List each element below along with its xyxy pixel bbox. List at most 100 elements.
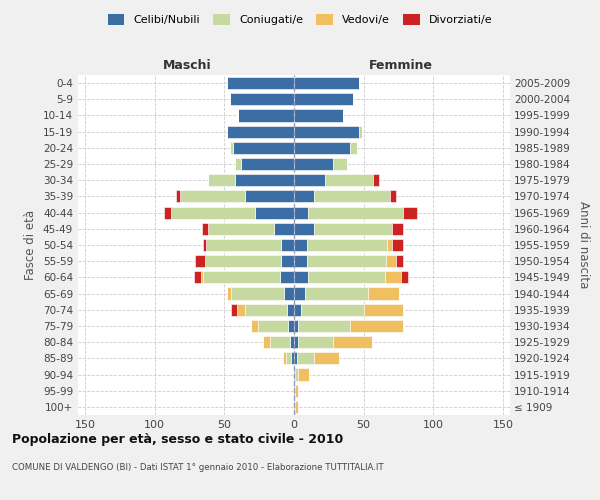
Bar xyxy=(368,288,398,300)
Bar xyxy=(280,272,294,283)
Bar xyxy=(294,77,359,89)
Bar xyxy=(194,272,200,283)
Bar xyxy=(245,190,294,202)
Bar xyxy=(294,93,353,106)
Bar xyxy=(350,142,357,154)
Bar xyxy=(286,352,291,364)
Bar xyxy=(195,255,205,268)
Bar xyxy=(180,190,245,202)
Bar xyxy=(295,384,298,397)
Bar xyxy=(325,174,373,186)
Text: COMUNE DI VALDENGO (BI) - Dati ISTAT 1° gennaio 2010 - Elaborazione TUTTITALIA.I: COMUNE DI VALDENGO (BI) - Dati ISTAT 1° … xyxy=(12,462,383,471)
Bar xyxy=(359,126,362,138)
Bar xyxy=(297,352,314,364)
Bar xyxy=(293,384,294,397)
Bar xyxy=(294,206,308,218)
Bar xyxy=(202,222,208,235)
Bar xyxy=(230,142,233,154)
Bar xyxy=(231,304,237,316)
Bar xyxy=(333,158,347,170)
Bar xyxy=(298,368,310,380)
Bar xyxy=(227,77,294,89)
Bar xyxy=(298,320,350,332)
Bar xyxy=(307,239,388,251)
Bar xyxy=(271,336,290,348)
Bar xyxy=(308,272,385,283)
Bar xyxy=(164,206,172,218)
Bar xyxy=(294,384,295,397)
Bar xyxy=(392,222,403,235)
Bar xyxy=(294,352,297,364)
Bar xyxy=(251,320,258,332)
Bar xyxy=(386,255,396,268)
Bar xyxy=(333,336,372,348)
Bar xyxy=(390,190,396,202)
Bar xyxy=(294,368,295,380)
Bar xyxy=(293,401,294,413)
Bar xyxy=(350,320,403,332)
Bar xyxy=(227,288,231,300)
Bar xyxy=(385,272,401,283)
Bar xyxy=(203,239,206,251)
Bar xyxy=(294,158,333,170)
Bar xyxy=(245,304,287,316)
Bar xyxy=(294,110,343,122)
Bar xyxy=(258,320,289,332)
Bar xyxy=(392,239,403,251)
Bar xyxy=(281,255,294,268)
Bar xyxy=(294,288,305,300)
Bar xyxy=(231,288,284,300)
Bar xyxy=(208,174,235,186)
Bar xyxy=(314,190,390,202)
Bar xyxy=(274,222,294,235)
Bar xyxy=(396,255,403,268)
Bar xyxy=(295,368,298,380)
Bar xyxy=(255,206,294,218)
Bar xyxy=(364,304,403,316)
Bar xyxy=(227,126,294,138)
Bar xyxy=(307,255,386,268)
Bar xyxy=(294,336,298,348)
Bar xyxy=(233,142,294,154)
Bar xyxy=(206,239,281,251)
Bar xyxy=(205,255,281,268)
Bar xyxy=(200,272,203,283)
Bar xyxy=(301,304,364,316)
Bar xyxy=(291,352,294,364)
Bar xyxy=(314,222,392,235)
Text: Popolazione per età, sesso e stato civile - 2010: Popolazione per età, sesso e stato civil… xyxy=(12,432,343,446)
Bar xyxy=(172,206,255,218)
Bar xyxy=(281,239,294,251)
Y-axis label: Fasce di età: Fasce di età xyxy=(25,210,37,280)
Bar xyxy=(298,336,333,348)
Bar xyxy=(294,222,314,235)
Bar xyxy=(294,320,298,332)
Bar xyxy=(203,272,280,283)
Bar xyxy=(294,272,308,283)
Bar xyxy=(294,142,350,154)
Bar xyxy=(294,190,314,202)
Bar xyxy=(294,126,359,138)
Bar xyxy=(237,304,245,316)
Bar xyxy=(294,401,295,413)
Bar xyxy=(235,158,241,170)
Bar xyxy=(294,239,307,251)
Bar xyxy=(283,352,286,364)
Text: Maschi: Maschi xyxy=(163,59,211,72)
Bar xyxy=(388,239,392,251)
Bar xyxy=(290,336,294,348)
Bar xyxy=(401,272,408,283)
Bar xyxy=(305,288,368,300)
Bar xyxy=(294,255,307,268)
Bar xyxy=(314,352,338,364)
Bar xyxy=(238,110,294,122)
Bar xyxy=(403,206,416,218)
Bar xyxy=(235,174,294,186)
Bar xyxy=(295,401,298,413)
Bar xyxy=(294,304,301,316)
Bar xyxy=(263,336,271,348)
Bar xyxy=(230,93,294,106)
Bar xyxy=(293,368,294,380)
Text: Femmine: Femmine xyxy=(370,59,433,72)
Legend: Celibi/Nubili, Coniugati/e, Vedovi/e, Divorziati/e: Celibi/Nubili, Coniugati/e, Vedovi/e, Di… xyxy=(104,10,496,29)
